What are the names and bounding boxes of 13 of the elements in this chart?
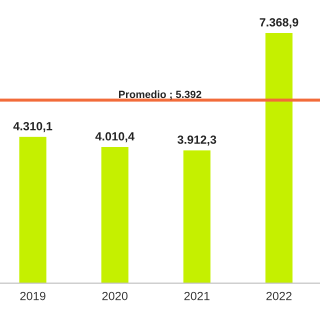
x-tick-label: 2019 — [20, 292, 46, 300]
data-label: 3.912,3 — [178, 136, 216, 146]
data-label: 7.368,9 — [260, 18, 298, 28]
data-label: 4.010,4 — [95, 132, 135, 142]
x-tick-label: 2022 — [266, 292, 292, 300]
ref-line-label: Promedio ; 5.392 — [119, 90, 202, 100]
bar — [265, 33, 293, 284]
x-tick-label: 2021 — [184, 292, 210, 300]
bar — [183, 150, 210, 284]
bar — [101, 147, 128, 284]
data-label: 4.310,1 — [13, 122, 52, 132]
bar — [19, 136, 46, 284]
x-tick-label: 2020 — [102, 292, 128, 300]
